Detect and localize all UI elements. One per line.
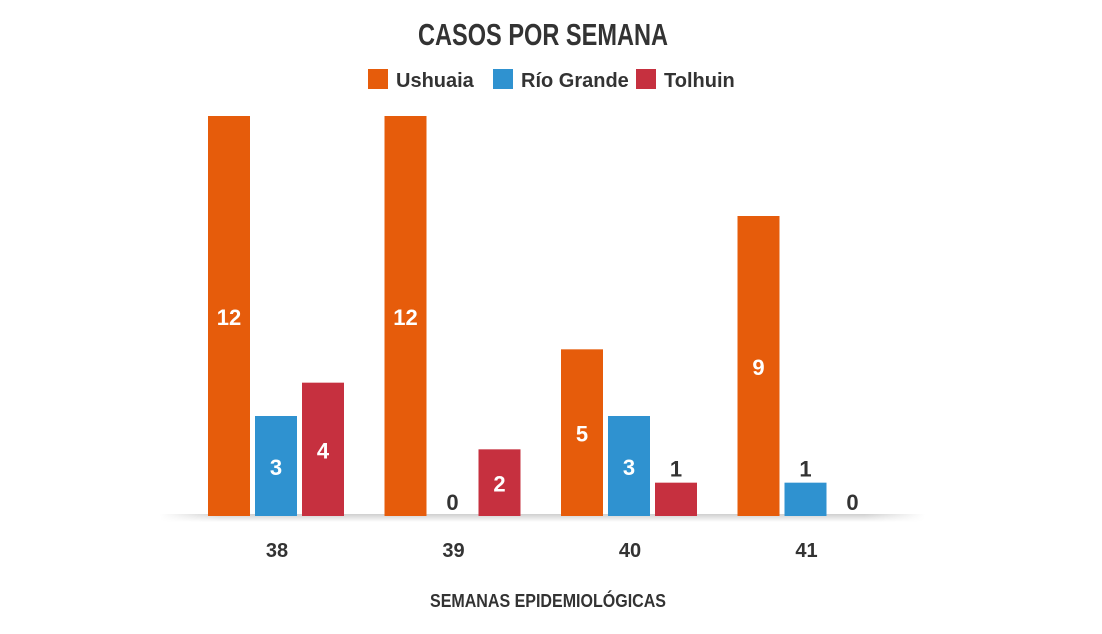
chart-title: CASOS POR SEMANA [418,17,668,52]
bar [302,382,344,516]
x-axis-label: SEMANAS EPIDEMIOLÓGICAS [430,590,666,611]
legend-item: Tolhuin [636,69,735,92]
bar [737,216,780,516]
legend-item: Río Grande [493,69,629,92]
data-label: 12 [393,305,417,330]
data-label: 3 [623,455,635,480]
legend-label: Tolhuin [664,70,735,92]
x-tick-label: 38 [266,540,288,562]
legend-swatch [493,69,513,89]
bar [784,482,827,516]
bar-group-39: 12 0 2 [384,116,521,516]
baseline-fade [160,512,925,524]
x-tick-label: 41 [795,540,817,562]
bar [478,449,521,516]
x-tick-label: 39 [442,540,464,562]
bar-group-41: 9 1 0 [737,216,859,516]
bar-group-40: 5 3 1 [561,349,697,516]
data-label: 1 [799,457,811,482]
data-label: 0 [846,490,858,515]
data-label: 9 [752,355,764,380]
bar [655,482,697,516]
data-label: 5 [576,422,588,447]
bar [255,416,297,516]
data-label: 12 [217,305,241,330]
x-tick-label: 40 [619,540,641,562]
data-label: 0 [446,490,458,515]
bar [384,116,427,516]
legend-item: Ushuaia [368,69,475,92]
data-label: 1 [670,457,682,482]
data-label: 3 [270,455,282,480]
bar [208,116,250,516]
legend-swatch [368,69,388,89]
legend-swatch [636,69,656,89]
x-tick-labels: 38 39 40 41 [266,540,818,562]
bar [608,416,650,516]
bars: 12 3 4 12 0 2 5 3 1 9 1 0 [208,116,859,516]
data-label: 4 [317,438,330,463]
legend-label: Ushuaia [396,70,475,92]
data-label: 2 [493,472,505,497]
bar-group-38: 12 3 4 [208,116,344,516]
legend-label: Río Grande [521,70,629,92]
bar [561,349,603,516]
legend: Ushuaia Río Grande Tolhuin [368,69,735,92]
